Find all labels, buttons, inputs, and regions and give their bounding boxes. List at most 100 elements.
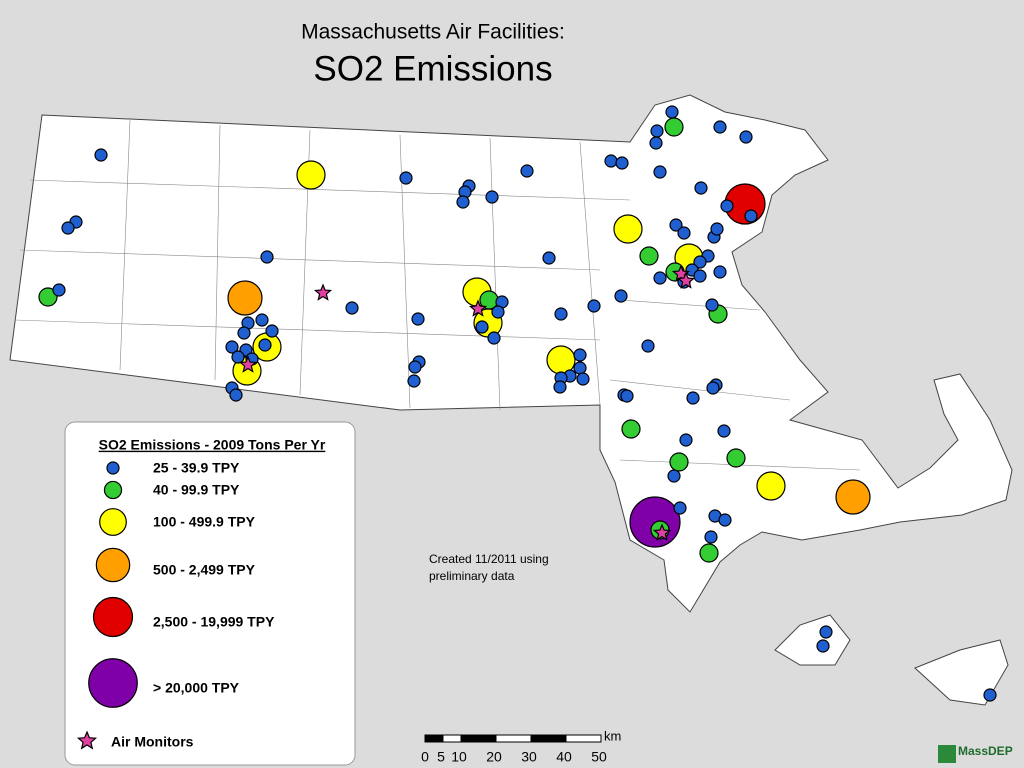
facility (621, 419, 641, 439)
facility (38, 287, 58, 307)
facility (520, 164, 534, 178)
facility (265, 324, 279, 338)
legend-label: Air Monitors (111, 734, 194, 750)
facility (604, 154, 618, 168)
air-monitor (652, 523, 672, 541)
scale-label: 50 (591, 749, 607, 765)
scale-segment (442, 734, 462, 743)
scale-label: 0 (421, 749, 429, 765)
facility (679, 433, 693, 447)
scale-label: 40 (556, 749, 572, 765)
facility (665, 105, 679, 119)
facility (237, 326, 251, 340)
facility (227, 280, 263, 316)
legend-label: 25 - 39.9 TPY (153, 460, 240, 476)
facility (639, 246, 659, 266)
facility (61, 221, 75, 235)
logo: MassDEP (958, 744, 1013, 758)
air-monitor (313, 283, 333, 301)
facility (653, 165, 667, 179)
facility (641, 339, 655, 353)
legend-symbol (103, 480, 123, 500)
facility (653, 271, 667, 285)
legend-label: 100 - 499.9 TPY (153, 514, 256, 530)
facility (669, 218, 683, 232)
facility (694, 181, 708, 195)
facility (677, 226, 691, 240)
facility (649, 136, 663, 150)
scale-label: 5 (437, 749, 445, 765)
scale-label: 20 (486, 749, 502, 765)
facility (407, 374, 421, 388)
scale-segment (424, 734, 444, 743)
nantucket (914, 639, 1009, 706)
legend-label: 40 - 99.9 TPY (153, 482, 240, 498)
logo-icon (938, 745, 956, 763)
facility (573, 348, 587, 362)
note: Created 11/2011 using preliminary data (429, 552, 549, 583)
facility (739, 130, 753, 144)
facility (411, 312, 425, 326)
facility (699, 543, 719, 563)
scale-segment (530, 734, 567, 743)
marthas-vineyard (774, 614, 851, 666)
facility (983, 688, 997, 702)
facility (744, 209, 758, 223)
facility (573, 361, 587, 375)
facility (819, 625, 833, 639)
facility (614, 289, 628, 303)
facility (229, 388, 243, 402)
facility (260, 250, 274, 264)
facility (225, 340, 239, 354)
facility (650, 124, 664, 138)
legend-label: 2,500 - 19,999 TPY (153, 614, 275, 630)
legend-symbol (92, 596, 134, 638)
facility (667, 469, 681, 483)
facility (576, 372, 590, 386)
facility (720, 199, 734, 213)
map-title: Massachusetts Air Facilities: (301, 21, 565, 44)
note-line: Created 11/2011 using (429, 552, 549, 566)
note-line: preliminary data (429, 569, 515, 583)
facility (664, 117, 684, 137)
facility (705, 298, 719, 312)
facility (231, 350, 245, 364)
facility (673, 501, 687, 515)
legend-symbol (99, 508, 127, 536)
facilities (38, 105, 997, 702)
facility (587, 299, 601, 313)
facility (408, 360, 422, 374)
facility (475, 320, 489, 334)
facility (399, 171, 413, 185)
scale-bar: km 0 5 10 20 30 40 50 (421, 728, 621, 764)
legend-symbol (95, 547, 131, 583)
legend: 25 - 39.9 TPY 40 - 99.9 TPY 100 - 499.9 TP… (76, 460, 275, 750)
facility (345, 301, 359, 315)
facility (693, 255, 707, 269)
facility (669, 452, 689, 472)
facility (615, 156, 629, 170)
facility (710, 222, 724, 236)
legend-symbol (88, 658, 138, 708)
scale-segment (565, 734, 602, 743)
legend-label: > 20,000 TPY (153, 680, 240, 696)
facility (487, 331, 501, 345)
facility (756, 471, 786, 501)
scale-label: 10 (451, 749, 467, 765)
map-subtitle: SO2 Emissions (313, 49, 552, 88)
legend-symbol (106, 461, 120, 475)
facility (296, 160, 326, 190)
facility (258, 338, 272, 352)
facility (52, 283, 66, 297)
facility (718, 513, 732, 527)
facility (456, 195, 470, 209)
facility (706, 381, 720, 395)
scale-segment (495, 734, 532, 743)
facility (553, 380, 567, 394)
scale-label: 30 (521, 749, 537, 765)
scale-segment (460, 734, 497, 743)
facility (726, 448, 746, 468)
facility (686, 391, 700, 405)
facility (94, 148, 108, 162)
